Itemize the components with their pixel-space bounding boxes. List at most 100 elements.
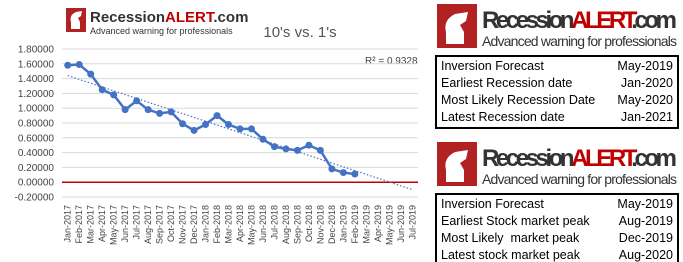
info-label: Latest stock market peak — [441, 248, 580, 262]
point — [87, 70, 95, 78]
info-table: Inversion Forecast May-2019 Earliest Stock… — [435, 193, 679, 262]
logo-highlight: ALERT — [571, 7, 638, 34]
info-row: Latest stock market peak Aug-2020 — [441, 247, 673, 262]
x-tick-label: May-2019 — [384, 205, 394, 245]
x-tick-label: Sep-2017 — [155, 205, 165, 244]
logo-highlight: ALERT — [165, 9, 215, 26]
x-tick-label: May-2018 — [246, 205, 256, 245]
logo-knight — [445, 150, 468, 182]
info-label: Most Likely Recession Date — [441, 93, 596, 107]
series-line — [67, 63, 355, 176]
x-tick-label: Nov-2017 — [178, 205, 188, 244]
point — [98, 86, 106, 94]
y-tick-label: 0.60000 — [18, 133, 55, 144]
info-value: Aug-2019 — [618, 214, 673, 228]
x-tick-label: Jun-2018 — [258, 205, 268, 243]
point — [316, 146, 324, 154]
x-tick-label: Aug-2018 — [281, 205, 291, 244]
info-row: Inversion Forecast May-2019 — [441, 58, 673, 75]
info-row: Earliest Recession date Jan-2020 — [441, 75, 673, 92]
logo-text: RecessionALERT.com — [482, 7, 677, 34]
x-tick-label: Aug-2017 — [143, 205, 153, 244]
x-tick-label: Feb-2019 — [350, 205, 360, 244]
info-value: Jan-2021 — [620, 110, 673, 124]
x-tick-label: Dec-2018 — [327, 205, 337, 244]
x-tick-label: Apr-2017 — [97, 205, 107, 242]
x-tick-label: Nov-2018 — [315, 205, 325, 244]
chart: RecessionALERT.com Advanced warning for … — [15, 8, 418, 245]
point — [328, 165, 336, 173]
y-tick-label: 1.00000 — [18, 104, 55, 115]
x-tick-label: Mar-2019 — [361, 205, 371, 244]
logo-name: Recession — [482, 7, 575, 34]
point — [270, 143, 278, 151]
x-tick-label: Oct-2018 — [304, 205, 314, 242]
info-row: Inversion Forecast May-2019 — [441, 196, 673, 213]
point — [225, 120, 233, 128]
logo-tagline: Advanced warning for professionals — [482, 171, 677, 187]
x-tick-label: Jul-2019 — [407, 205, 417, 240]
x-tick-label: Jan-2018 — [201, 205, 211, 243]
info-value: Dec-2019 — [618, 231, 673, 245]
trendline — [67, 75, 413, 191]
logo-text: RecessionALERT.com — [90, 9, 248, 26]
info-label: Latest Recession date — [441, 110, 565, 124]
info-panel: RecessionALERT.com Advanced warning for p… — [435, 2, 679, 129]
x-tick-label: Oct-2017 — [166, 205, 176, 242]
logo-tagline: Advanced warning for professionals — [90, 26, 233, 36]
point — [202, 120, 210, 128]
x-tick-label: Jan-2017 — [63, 205, 73, 243]
logo-suffix: .com — [213, 9, 248, 26]
x-tick-label: Apr-2019 — [373, 205, 383, 242]
point — [339, 169, 347, 177]
y-tick-label: 1.60000 — [18, 59, 55, 70]
point — [305, 141, 313, 149]
logo-knight — [445, 12, 468, 44]
r-squared: R² = 0.9328 — [365, 56, 418, 67]
logo-highlight: ALERT — [571, 145, 638, 172]
point — [247, 125, 255, 133]
point — [64, 61, 72, 69]
y-tick-label: 0.40000 — [18, 148, 55, 159]
point — [213, 112, 221, 120]
x-tick-label: Apr-2018 — [235, 205, 245, 242]
y-tick-label: 0.80000 — [18, 119, 55, 130]
info-label: Inversion Forecast — [441, 197, 544, 211]
info-value: Aug-2020 — [618, 248, 673, 262]
point — [75, 61, 83, 69]
info-table: Inversion Forecast May-2019 Earliest Reces… — [435, 55, 679, 129]
info-panel: RecessionALERT.com Advanced warning for p… — [435, 140, 679, 262]
y-tick-label: 0.20000 — [18, 163, 55, 174]
info-row: Earliest Stock market peak Aug-2019 — [441, 213, 673, 230]
point — [144, 106, 152, 114]
x-tick-label: Jul-2018 — [269, 205, 279, 240]
info-label: Earliest Recession date — [441, 76, 573, 90]
info-row: Most Likely market peak Dec-2019 — [441, 230, 673, 247]
logo-name: Recession — [482, 145, 575, 172]
x-tick-label: Feb-2018 — [212, 205, 222, 244]
point — [179, 120, 187, 128]
chart-title: 10's vs. 1's — [263, 24, 336, 41]
info-value: May-2019 — [617, 197, 673, 211]
info-label: Inversion Forecast — [441, 59, 544, 73]
point — [133, 97, 141, 105]
x-tick-label: Jun-2019 — [396, 205, 406, 243]
logo-text: RecessionALERT.com — [482, 145, 677, 172]
x-tick-label: Jan-2019 — [338, 205, 348, 243]
info-label: Most Likely market peak — [441, 231, 580, 245]
logo-suffix: .com — [631, 7, 677, 34]
point — [110, 91, 118, 99]
y-tick-label: -0.20000 — [15, 193, 55, 204]
logo-suffix: .com — [631, 145, 677, 172]
x-tick-label: Dec-2017 — [189, 205, 199, 244]
info-row: Latest Recession date Jan-2021 — [441, 109, 673, 126]
x-tick-label: Jul-2017 — [132, 205, 142, 240]
y-tick-label: 1.40000 — [18, 74, 55, 85]
y-tick-label: 1.20000 — [18, 89, 55, 100]
logo-knight — [70, 11, 82, 29]
info-row: Most Likely Recession Date May-2020 — [441, 92, 673, 109]
x-tick-label: May-2017 — [109, 205, 119, 245]
y-tick-label: 1.80000 — [18, 45, 55, 56]
